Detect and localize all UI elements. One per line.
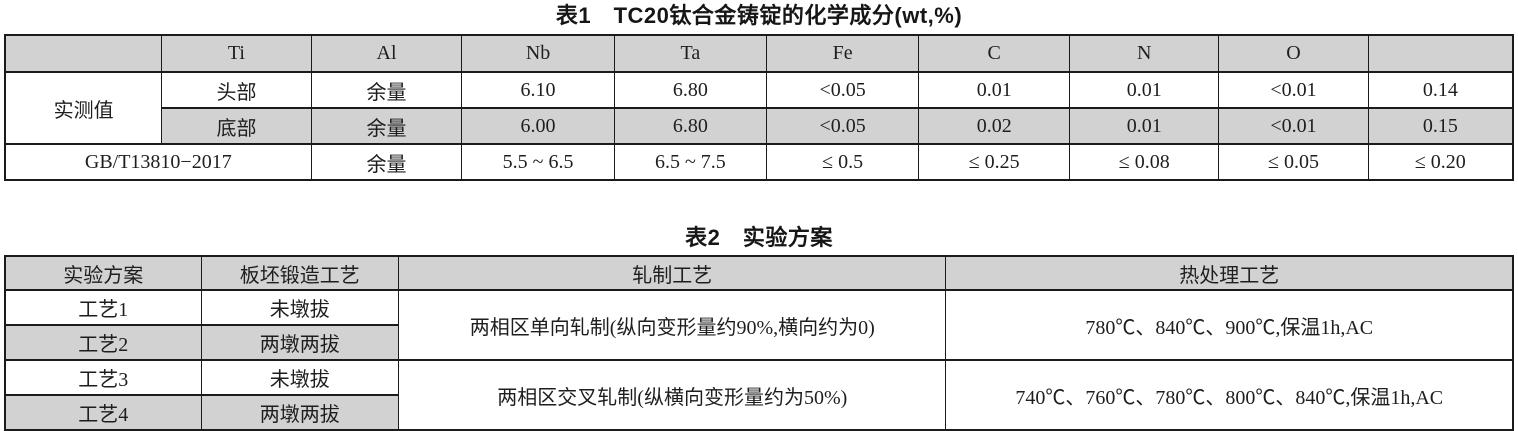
table2-experimental-scheme: 实验方案 板坯锻造工艺 轧制工艺 热处理工艺 工艺1 未墩拔 两相区单向轧制(纵…: [4, 255, 1514, 431]
t1-header-ti: Ti: [161, 34, 312, 73]
table-cell: ≤ 0.08: [1069, 143, 1220, 181]
sample-position-cell: 底部: [161, 107, 312, 145]
forging-cell: 未墩拔: [200, 289, 400, 326]
table1-chemical-composition: Ti Al Nb Ta Fe C N O 实测值 头部 余量 6.10 6.80…: [4, 34, 1514, 181]
table-cell: <0.05: [765, 71, 920, 109]
forging-cell: 两墩两拔: [200, 324, 400, 361]
t2-header-scheme: 实验方案: [4, 255, 202, 291]
t1-header-blank-last: [1367, 34, 1514, 73]
table-cell: 6.80: [613, 107, 768, 145]
table-cell: 余量: [310, 107, 463, 145]
table2-row-scheme3: 工艺3 未墩拔 两相区交叉轧制(纵横向变形量约为50%) 740℃、760℃、7…: [4, 359, 1514, 431]
t1-header-n: N: [1069, 34, 1220, 73]
table1-row-standard: GB/T13810−2017 余量 5.5 ~ 6.5 6.5 ~ 7.5 ≤ …: [4, 143, 1514, 181]
table-cell: 0.15: [1367, 107, 1514, 145]
t2-header-heat-treatment: 热处理工艺: [945, 255, 1514, 291]
scheme-cell: 工艺1: [4, 289, 202, 326]
table-cell: 余量: [310, 143, 463, 181]
forging-cell: 未墩拔: [200, 359, 400, 396]
table1-title: 表1 TC20钛合金铸锭的化学成分(wt,%): [555, 3, 963, 28]
table2-row-scheme4: 工艺4 两墩两拔: [4, 394, 1513, 431]
forging-cell: 两墩两拔: [200, 394, 400, 431]
scheme-cell: 工艺3: [4, 359, 202, 396]
table-cell: ≤ 0.5: [765, 143, 920, 181]
t1-header-al: Al: [310, 34, 463, 73]
measured-label-cell: 实测值: [4, 71, 163, 145]
table-cell: <0.05: [765, 107, 920, 145]
t1-header-c: C: [918, 34, 1071, 73]
table-cell: 0.02: [918, 107, 1071, 145]
heat-cell: 740℃、760℃、780℃、800℃、840℃,保温1h,AC: [945, 359, 1514, 431]
table-cell: 0.01: [1069, 107, 1220, 145]
table-cell: 6.5 ~ 7.5: [613, 143, 768, 181]
table2-row-scheme1: 工艺1 未墩拔 两相区单向轧制(纵向变形量约90%,横向约为0) 780℃、84…: [4, 289, 1514, 361]
heat-cell: 780℃、840℃、900℃,保温1h,AC: [945, 289, 1514, 361]
table-cell: 0.14: [1367, 71, 1514, 109]
table1-header-row: Ti Al Nb Ta Fe C N O: [4, 34, 1514, 73]
table-cell: <0.01: [1218, 107, 1369, 145]
rolling-cell: 两相区交叉轧制(纵横向变形量约为50%): [398, 359, 947, 431]
table2-title: 表2 实验方案: [685, 225, 833, 250]
standard-label-cell: GB/T13810−2017: [4, 143, 312, 181]
t1-header-ta: Ta: [613, 34, 768, 73]
table1-row-head: 实测值 头部 余量 6.10 6.80 <0.05 0.01 0.01 <0.0…: [4, 71, 1514, 145]
table-cell: ≤ 0.25: [918, 143, 1071, 181]
t1-header-o: O: [1218, 34, 1369, 73]
t1-header-blank: [4, 34, 163, 73]
table-cell: <0.01: [1218, 71, 1369, 109]
sample-position-cell: 头部: [161, 71, 312, 109]
table-cell: 6.80: [613, 71, 768, 109]
table-cell: 6.10: [461, 71, 615, 109]
table-cell: ≤ 0.20: [1367, 143, 1514, 181]
table-cell: 0.01: [918, 71, 1071, 109]
t2-header-forging: 板坯锻造工艺: [200, 255, 400, 291]
table-cell: 5.5 ~ 6.5: [461, 143, 615, 181]
t2-header-rolling: 轧制工艺: [398, 255, 947, 291]
scheme-cell: 工艺2: [4, 324, 202, 361]
table2-row-scheme2: 工艺2 两墩两拔: [4, 324, 1513, 361]
table2-header-row: 实验方案 板坯锻造工艺 轧制工艺 热处理工艺: [4, 255, 1514, 291]
table1-row-bottom: 底部 余量 6.00 6.80 <0.05 0.02 0.01 <0.01 0.…: [5, 107, 1514, 145]
t1-header-fe: Fe: [765, 34, 920, 73]
t1-header-nb: Nb: [461, 34, 615, 73]
rolling-cell: 两相区单向轧制(纵向变形量约90%,横向约为0): [398, 289, 947, 361]
table-cell: ≤ 0.05: [1218, 143, 1369, 181]
table-cell: 0.01: [1069, 71, 1220, 109]
table-cell: 6.00: [461, 107, 615, 145]
table-cell: 余量: [310, 71, 463, 109]
scheme-cell: 工艺4: [4, 394, 202, 431]
